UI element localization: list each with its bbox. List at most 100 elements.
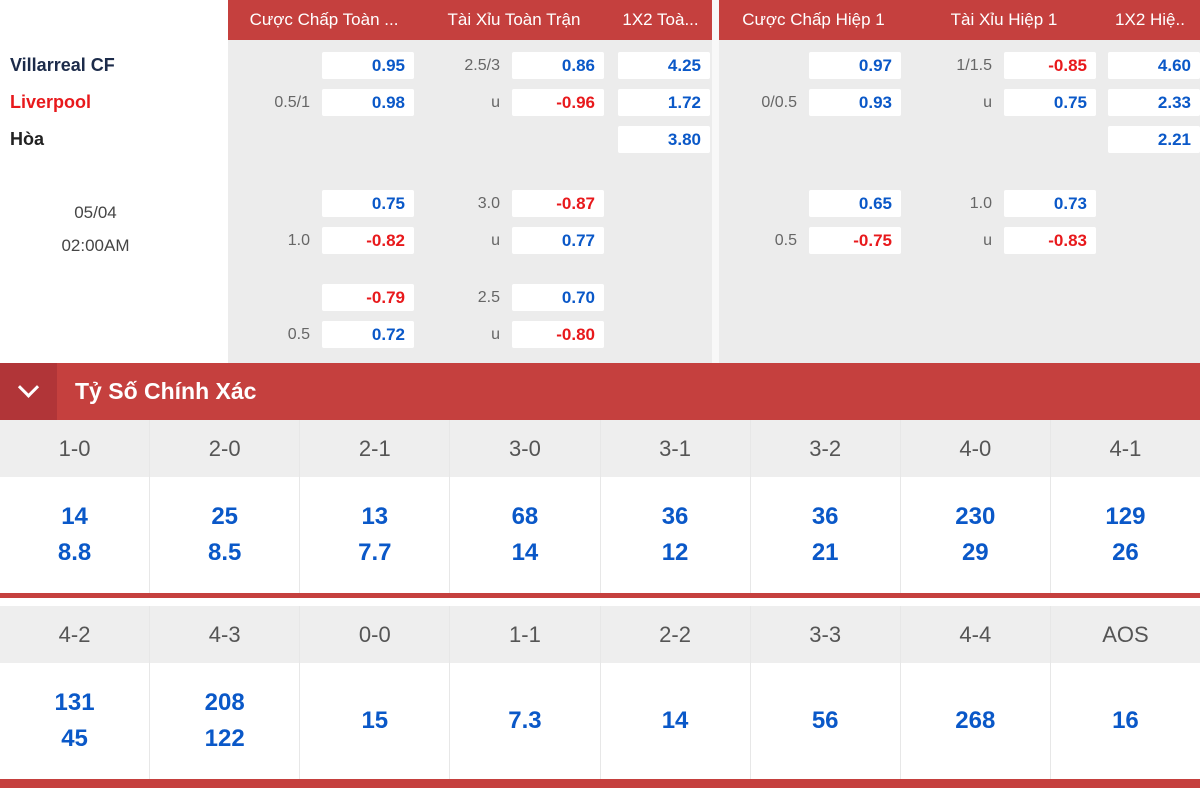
- score-odds[interactable]: 7.7: [358, 539, 392, 566]
- score-odds[interactable]: 13: [361, 503, 389, 530]
- score-odds[interactable]: 15: [361, 707, 389, 734]
- market-header-1x2-h1: 1X2 Hiệ..: [1115, 10, 1185, 29]
- score-odds[interactable]: 208: [204, 689, 245, 716]
- score-odds[interactable]: 129: [1105, 503, 1146, 530]
- score-odds[interactable]: 56: [811, 707, 839, 734]
- odds-button-1x2-ft-draw[interactable]: 3.80: [618, 126, 710, 153]
- ou-line: u: [983, 93, 992, 111]
- score-label: 2-0: [150, 420, 300, 477]
- score-odds[interactable]: 25: [211, 503, 239, 530]
- ou-line: 3.0: [477, 194, 500, 212]
- score-odds[interactable]: 7.3: [508, 707, 542, 734]
- odds-button-ou-ft-under-2[interactable]: 0.77: [512, 227, 604, 254]
- handicap-line: 0.5/1: [274, 93, 310, 111]
- handicap-line: 0.5: [287, 325, 310, 343]
- score-odds[interactable]: 16: [1112, 707, 1139, 734]
- score-column: 3-2 36 21: [749, 420, 900, 593]
- kickoff-date: 05/04: [74, 203, 117, 222]
- score-odds[interactable]: 230: [955, 503, 996, 530]
- score-column: 1-1 7.3: [449, 606, 600, 779]
- ou-line: u: [491, 325, 500, 343]
- score-column: 2-1 13 7.7: [299, 420, 450, 593]
- away-team-name: Liverpool: [10, 92, 92, 112]
- odds-button-ou-ft-under-3[interactable]: -0.80: [512, 321, 604, 348]
- odds-button-1x2-h1-draw[interactable]: 2.21: [1108, 126, 1200, 153]
- score-odds[interactable]: 131: [54, 689, 95, 716]
- score-column: 4-4 268: [899, 606, 1050, 779]
- market-header-1x2-ft: 1X2 Toà...: [622, 10, 699, 29]
- ou-line: u: [983, 231, 992, 249]
- score-odds[interactable]: 29: [961, 539, 989, 566]
- ou-line: u: [491, 93, 500, 111]
- handicap-line: 0/0.5: [761, 93, 797, 111]
- odds-button-ou-ft-over-3[interactable]: 0.70: [512, 284, 604, 311]
- score-odds[interactable]: 12: [661, 539, 689, 566]
- score-odds[interactable]: 36: [661, 503, 689, 530]
- correct-score-grid-2: 4-2 131 45 4-3 208 122 0-0 15 1-1 7.3: [0, 606, 1200, 779]
- score-odds[interactable]: 8.5: [208, 539, 242, 566]
- ou-line: u: [491, 231, 500, 249]
- score-odds[interactable]: 14: [61, 503, 88, 530]
- score-odds[interactable]: 268: [955, 707, 996, 734]
- correct-score-header: Tỷ Số Chính Xác: [0, 363, 1200, 420]
- score-label: AOS: [1050, 606, 1200, 663]
- score-column: 2-2 14: [599, 606, 750, 779]
- score-odds[interactable]: 45: [61, 725, 88, 752]
- odds-button-hdp-h1-away-2[interactable]: -0.75: [809, 227, 901, 254]
- odds-button-1x2-h1-away[interactable]: 2.33: [1108, 89, 1200, 116]
- chevron-down-icon: [17, 376, 40, 398]
- handicap-line: 1.0: [287, 231, 310, 249]
- score-label: 1-1: [450, 606, 600, 663]
- odds-button-ou-ft-over[interactable]: 0.86: [512, 52, 604, 79]
- score-odds[interactable]: 68: [511, 503, 539, 530]
- score-label: 3-2: [750, 420, 900, 477]
- kickoff-datetime: 05/04 02:00AM: [18, 196, 173, 262]
- score-column: 4-0 230 29: [899, 420, 1050, 593]
- ou-line: 2.5: [477, 288, 500, 306]
- market-header-ou-h1: Tài Xỉu Hiệp 1: [950, 10, 1058, 29]
- odds-button-hdp-h1-away[interactable]: 0.93: [809, 89, 901, 116]
- score-label: 4-3: [150, 606, 300, 663]
- half-divider: [712, 0, 719, 363]
- score-label: 2-2: [600, 606, 750, 663]
- odds-button-ou-h1-under-2[interactable]: -0.83: [1004, 227, 1096, 254]
- collapse-toggle[interactable]: [0, 363, 57, 420]
- odds-button-1x2-ft-home[interactable]: 4.25: [618, 52, 710, 79]
- score-column: AOS 16: [1049, 606, 1200, 779]
- ou-line: 1/1.5: [956, 56, 992, 74]
- odds-button-1x2-ft-away[interactable]: 1.72: [618, 89, 710, 116]
- odds-button-hdp-ft-home-2[interactable]: 0.75: [322, 190, 414, 217]
- odds-button-hdp-ft-away-3[interactable]: 0.72: [322, 321, 414, 348]
- correct-score-title: Tỷ Số Chính Xác: [75, 378, 257, 404]
- odds-button-1x2-h1-home[interactable]: 4.60: [1108, 52, 1200, 79]
- score-column: 4-2 131 45: [0, 606, 150, 779]
- score-column: 2-0 25 8.5: [149, 420, 300, 593]
- odds-button-ou-ft-under[interactable]: -0.96: [512, 89, 604, 116]
- score-column: 3-3 56: [749, 606, 900, 779]
- score-odds[interactable]: 14: [661, 707, 689, 734]
- odds-button-ou-ft-over-2[interactable]: -0.87: [512, 190, 604, 217]
- odds-button-hdp-ft-away-2[interactable]: -0.82: [322, 227, 414, 254]
- odds-button-ou-h1-over[interactable]: -0.85: [1004, 52, 1096, 79]
- score-odds[interactable]: 14: [511, 539, 539, 566]
- score-label: 4-4: [900, 606, 1050, 663]
- odds-button-hdp-h1-home-2[interactable]: 0.65: [809, 190, 901, 217]
- score-column: 1-0 14 8.8: [0, 420, 150, 593]
- score-label: 1-0: [0, 420, 150, 477]
- odds-button-ou-h1-over-2[interactable]: 0.73: [1004, 190, 1096, 217]
- score-odds[interactable]: 21: [811, 539, 839, 566]
- score-odds[interactable]: 36: [811, 503, 839, 530]
- odds-button-hdp-ft-away[interactable]: 0.98: [322, 89, 414, 116]
- odds-button-hdp-ft-home-3[interactable]: -0.79: [322, 284, 414, 311]
- score-label: 3-0: [450, 420, 600, 477]
- odds-button-hdp-h1-home[interactable]: 0.97: [809, 52, 901, 79]
- score-label: 2-1: [300, 420, 450, 477]
- score-odds[interactable]: 8.8: [57, 539, 92, 566]
- score-label: 3-1: [600, 420, 750, 477]
- odds-button-hdp-ft-home[interactable]: 0.95: [322, 52, 414, 79]
- odds-button-ou-h1-under[interactable]: 0.75: [1004, 89, 1096, 116]
- score-label: 0-0: [300, 606, 450, 663]
- score-odds[interactable]: 26: [1112, 539, 1139, 566]
- score-odds[interactable]: 122: [204, 725, 245, 752]
